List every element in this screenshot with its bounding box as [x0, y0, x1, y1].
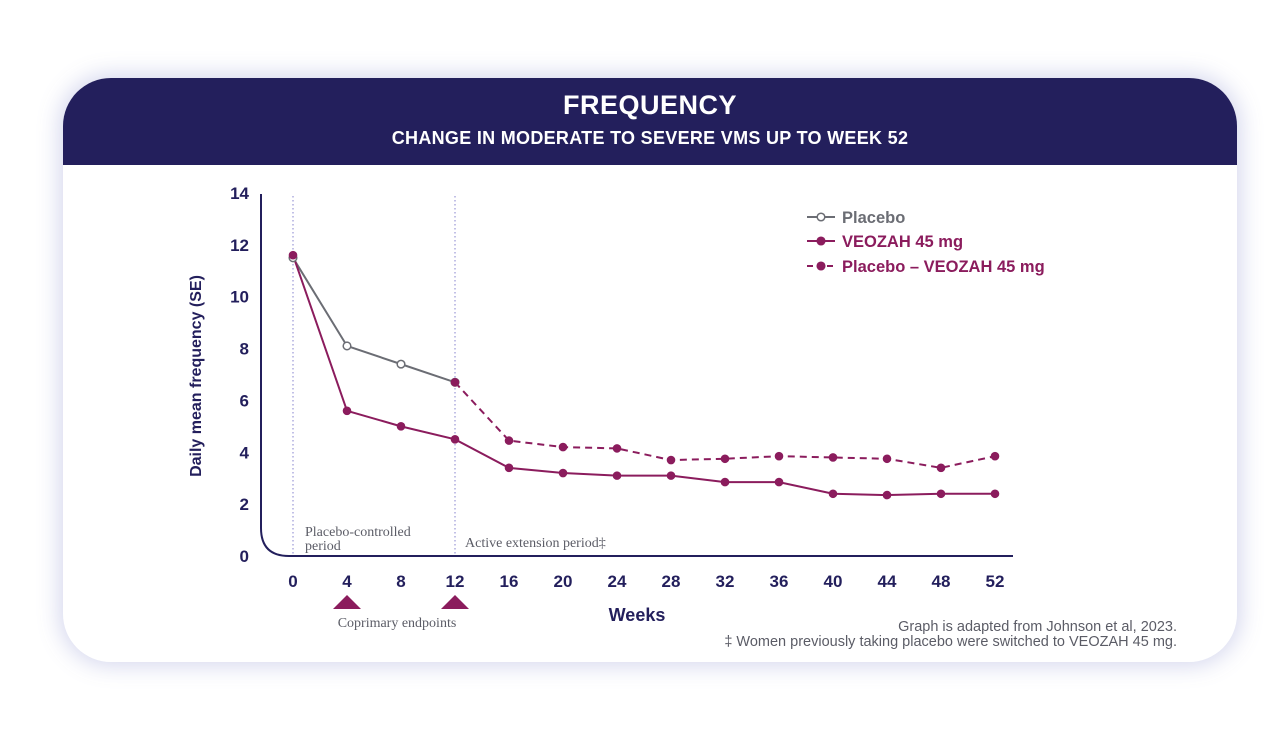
data-point [288, 250, 298, 260]
y-tick-label: 8 [240, 340, 249, 359]
data-point [450, 377, 460, 387]
data-point [720, 477, 730, 487]
x-tick-label: 40 [824, 572, 843, 591]
x-tick-label: 52 [986, 572, 1005, 591]
y-tick-label: 10 [230, 288, 249, 307]
data-point [882, 490, 892, 500]
data-point [396, 359, 406, 369]
y-tick-label: 0 [240, 547, 249, 566]
data-point [558, 442, 568, 452]
period-label-active-extension: Active extension period‡ [465, 536, 606, 551]
series-line-0 [292, 257, 456, 384]
data-point [396, 422, 406, 431]
x-tick-label: 0 [288, 572, 297, 591]
data-point [504, 463, 514, 473]
data-point [828, 489, 838, 499]
period-label-placebo-controlled-line2: period [305, 539, 341, 554]
chart-subtitle: CHANGE IN MODERATE TO SEVERE VMS UP TO W… [391, 128, 909, 148]
x-tick-label: 36 [770, 572, 789, 591]
x-tick-label: 48 [932, 572, 951, 591]
x-tick-label: 20 [554, 572, 573, 591]
legend-label: Placebo – VEOZAH 45 mg [842, 258, 1045, 276]
data-point [666, 471, 676, 480]
switch-footnote: ‡ Women previously taking placebo were s… [724, 634, 1177, 650]
coprimary-endpoints-label: Coprimary endpoints [338, 616, 457, 631]
y-tick-label: 4 [240, 443, 250, 462]
legend-marker [816, 236, 826, 246]
y-tick-label: 14 [230, 184, 249, 203]
x-tick-label: 44 [878, 572, 897, 591]
x-tick-label: 28 [662, 572, 681, 591]
x-tick-label: 24 [608, 572, 627, 591]
data-point [774, 477, 784, 487]
period-label-placebo-controlled: Placebo-controlled [305, 525, 411, 540]
x-tick-label: 16 [500, 572, 519, 591]
data-point [612, 471, 622, 480]
y-tick-label: 12 [230, 236, 249, 255]
data-point [558, 468, 568, 478]
x-tick-label: 8 [396, 572, 405, 591]
chart-title: FREQUENCY [562, 90, 737, 120]
legend-marker [816, 212, 826, 222]
series-line-1 [292, 254, 995, 497]
legend-label: Placebo [842, 209, 905, 227]
y-tick-label: 2 [240, 495, 249, 514]
data-point [504, 436, 514, 445]
x-tick-label: 32 [716, 572, 735, 591]
chart-card: FREQUENCY CHANGE IN MODERATE TO SEVERE V… [63, 78, 1237, 662]
data-point [720, 454, 730, 464]
coprimary-endpoint-marker [333, 595, 361, 609]
y-axis-title: Daily mean frequency (SE) [188, 275, 205, 477]
x-tick-label: 4 [342, 572, 352, 591]
data-point [774, 451, 784, 461]
data-point [936, 463, 946, 473]
coprimary-endpoint-marker [441, 595, 469, 609]
x-axis-title: Weeks [609, 605, 666, 625]
data-point [342, 341, 352, 351]
data-point [882, 454, 892, 464]
data-point [936, 489, 946, 499]
y-tick-label: 6 [240, 391, 249, 410]
data-point [450, 435, 460, 444]
legend-label: VEOZAH 45 mg [842, 233, 963, 251]
legend-marker [816, 261, 826, 271]
card-header: FREQUENCY CHANGE IN MODERATE TO SEVERE V… [63, 78, 1237, 165]
data-point [666, 455, 676, 465]
axes-line [260, 194, 1013, 557]
data-point [990, 451, 1000, 461]
data-point [828, 453, 838, 462]
data-point [612, 444, 622, 453]
data-point [990, 489, 1000, 499]
data-point [342, 406, 352, 416]
x-tick-label: 12 [446, 572, 465, 591]
source-footnote: Graph is adapted from Johnson et al, 202… [898, 619, 1177, 635]
